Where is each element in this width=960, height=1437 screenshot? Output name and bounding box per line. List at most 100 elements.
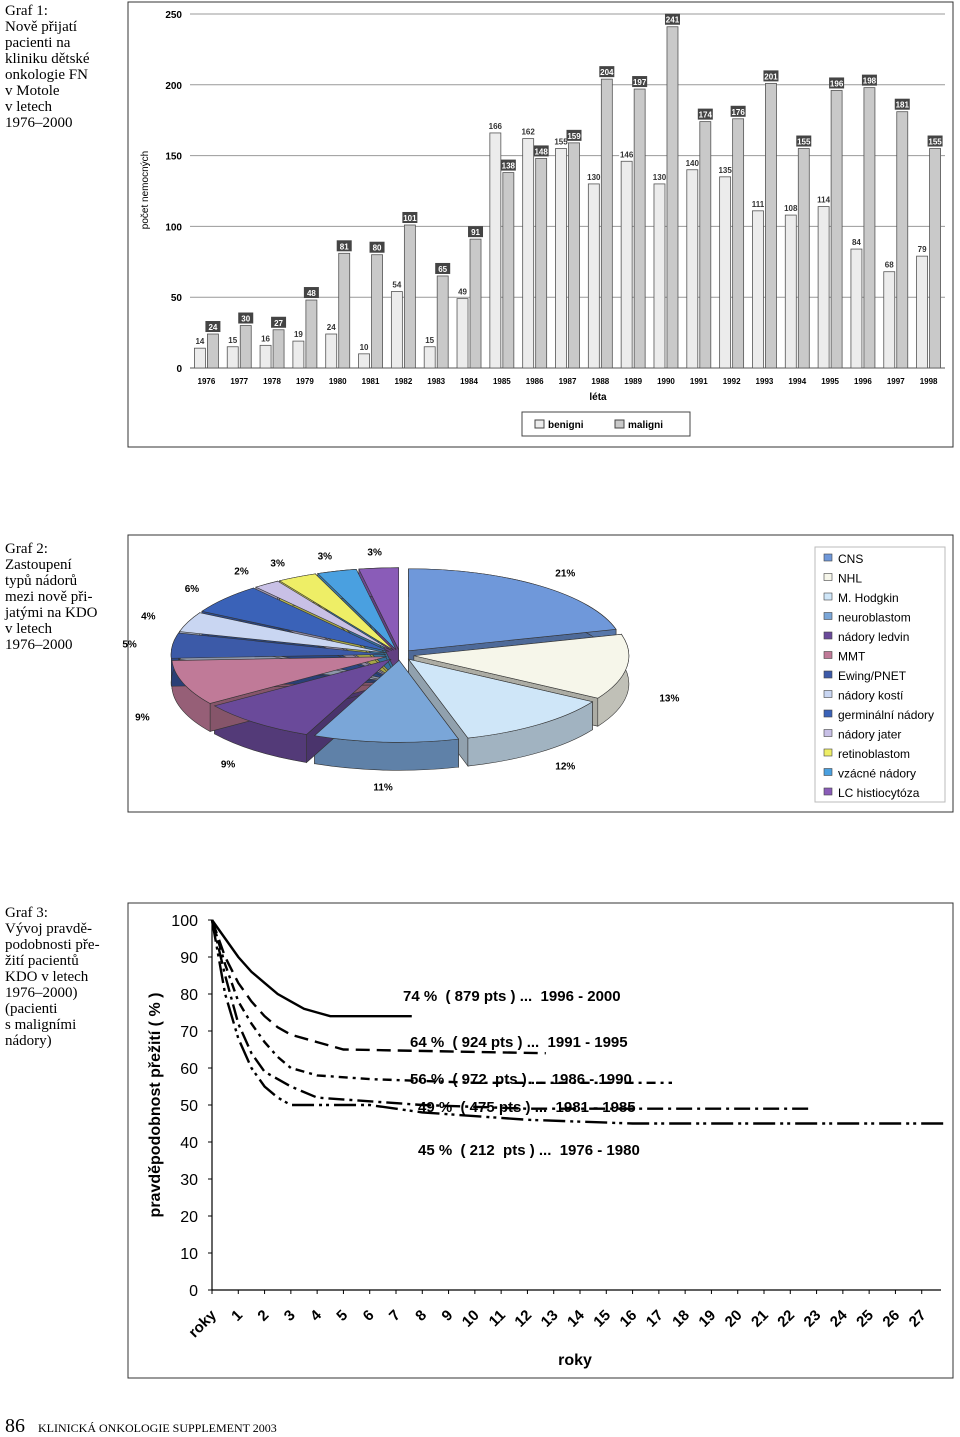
legend-box xyxy=(521,411,691,437)
bar xyxy=(620,160,633,369)
value-label: 15 xyxy=(425,336,434,345)
value-label-bg xyxy=(586,170,602,182)
value-label: 130 xyxy=(587,173,601,182)
value-label-bg xyxy=(192,335,208,347)
y-tick-label: 30 xyxy=(180,1172,198,1189)
survival-line xyxy=(210,919,812,1110)
bar xyxy=(272,329,285,369)
value-label-bg xyxy=(750,197,766,209)
bar xyxy=(916,255,928,369)
caption-line: Graf 1: xyxy=(5,3,48,19)
value-label: 21% xyxy=(555,569,575,580)
value-label: 197 xyxy=(633,78,647,87)
value-label: 181 xyxy=(896,101,910,110)
value-label-bg xyxy=(783,202,799,214)
bar xyxy=(489,132,502,369)
caption-line: pacienti na xyxy=(5,35,71,51)
legend-label: Ewing/PNET xyxy=(838,669,907,683)
value-label: 48 xyxy=(307,289,316,298)
legend-label: LC histiocytóza xyxy=(838,786,920,800)
x-tick-label: 1989 xyxy=(624,377,642,386)
pie-slice xyxy=(213,658,392,735)
legend-swatch xyxy=(823,709,833,718)
survival-line xyxy=(210,919,546,1055)
caption-line: Graf 3: xyxy=(5,905,48,921)
legend-swatch xyxy=(823,553,833,562)
value-label: 111 xyxy=(752,200,765,209)
x-tick-label: 1981 xyxy=(362,377,380,386)
bar xyxy=(883,271,896,369)
value-label: 4% xyxy=(141,612,156,623)
y-tick-label: 60 xyxy=(180,1061,198,1078)
value-label-bg xyxy=(369,241,385,253)
value-label-bg xyxy=(763,70,779,82)
bar xyxy=(666,26,679,369)
x-tick-label: 1984 xyxy=(460,377,478,386)
value-label: 84 xyxy=(852,238,861,247)
x-tick-label: 1992 xyxy=(723,377,741,386)
caption-line: v letech xyxy=(5,99,53,115)
legend-swatch xyxy=(614,419,625,429)
pie-slice xyxy=(408,568,617,652)
value-label: 135 xyxy=(718,166,732,175)
pie-slice xyxy=(313,659,460,743)
bar xyxy=(830,90,843,369)
legend-label: germinální nádory xyxy=(838,708,934,722)
survival-line xyxy=(211,919,412,1018)
value-label-bg xyxy=(455,285,471,297)
caption-line: KDO v letech xyxy=(5,969,89,985)
bar xyxy=(305,299,318,369)
legend-label: benigni xyxy=(548,420,584,431)
value-label-bg xyxy=(848,236,864,248)
x-axis-title: roky xyxy=(558,1352,592,1369)
bar xyxy=(423,346,436,369)
value-label-bg xyxy=(619,148,635,160)
caption-line: Vývoj pravdě- xyxy=(5,921,92,937)
y-tick-label: 50 xyxy=(180,1098,198,1115)
bar xyxy=(850,248,863,369)
bar xyxy=(686,169,699,369)
x-tick-label: 1987 xyxy=(559,377,577,386)
bar xyxy=(633,88,646,369)
legend-swatch xyxy=(534,419,545,429)
x-tick-label: 1991 xyxy=(690,377,708,386)
value-label-bg xyxy=(205,321,221,333)
bar xyxy=(403,224,416,369)
value-label-bg xyxy=(829,77,845,89)
value-label: 176 xyxy=(731,108,745,117)
y-tick-label: 50 xyxy=(171,293,183,304)
bar xyxy=(784,214,797,369)
value-label-bg xyxy=(816,193,832,205)
value-label: 15 xyxy=(228,336,237,345)
pie-slice xyxy=(170,632,387,659)
legend-swatch xyxy=(823,787,833,796)
bar xyxy=(765,82,777,369)
bar xyxy=(436,275,449,369)
bar xyxy=(929,148,941,369)
value-label: 24 xyxy=(208,323,217,332)
value-label: 148 xyxy=(534,147,548,156)
bar xyxy=(719,176,732,369)
value-label: 196 xyxy=(830,79,844,88)
value-label: 24 xyxy=(327,323,336,332)
value-label-bg xyxy=(389,278,405,290)
bar xyxy=(371,254,383,369)
bar xyxy=(469,238,482,369)
legend-swatch xyxy=(823,690,833,698)
bar xyxy=(226,346,239,369)
legend-label: maligni xyxy=(628,420,663,431)
value-label-bg xyxy=(303,287,319,299)
legend-label: nádory ledvin xyxy=(838,630,909,644)
legend-swatch xyxy=(823,631,833,640)
y-tick-label: 70 xyxy=(180,1024,198,1041)
bar xyxy=(535,158,548,369)
value-label-bg xyxy=(730,105,746,117)
x-tick-label: 1994 xyxy=(788,377,806,386)
value-label: 138 xyxy=(502,162,516,171)
value-label-bg xyxy=(914,243,930,255)
caption-line: 1976–2000 xyxy=(5,637,73,653)
x-tick-label: 1990 xyxy=(657,377,675,386)
legend-box xyxy=(814,546,946,803)
value-label: 11% xyxy=(373,783,393,794)
bar xyxy=(325,333,338,369)
